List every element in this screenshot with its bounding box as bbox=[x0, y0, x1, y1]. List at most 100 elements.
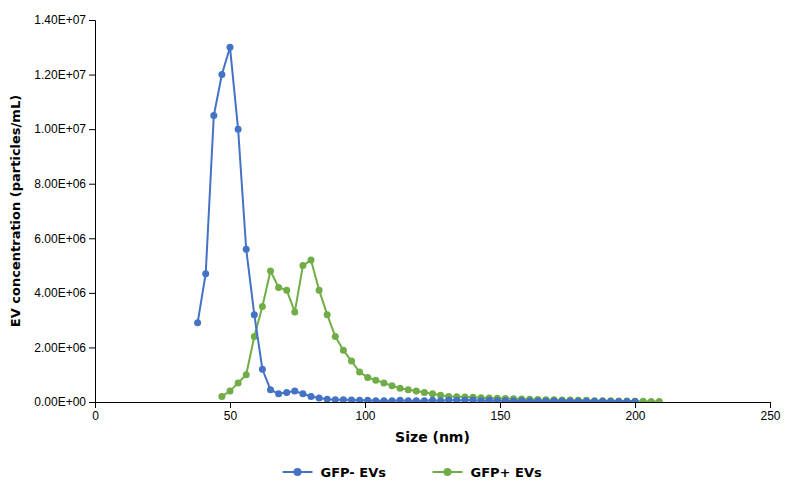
point bbox=[291, 308, 298, 315]
y-axis: 0.00E+002.00E+064.00E+066.00E+068.00E+06… bbox=[34, 13, 95, 409]
tick-label: 1.20E+07 bbox=[34, 68, 86, 82]
point bbox=[348, 397, 355, 402]
point bbox=[583, 398, 590, 402]
marks bbox=[194, 44, 663, 402]
tick: 4.00E+06 bbox=[34, 286, 95, 300]
tick: 100 bbox=[355, 402, 375, 423]
tick-mark bbox=[230, 402, 231, 408]
point bbox=[421, 397, 428, 402]
point bbox=[397, 397, 404, 402]
tick-label: 0 bbox=[92, 409, 99, 423]
point bbox=[243, 246, 250, 253]
point bbox=[656, 398, 663, 402]
point bbox=[453, 397, 460, 402]
tick: 2.00E+06 bbox=[34, 341, 95, 355]
point bbox=[210, 112, 217, 119]
point bbox=[324, 311, 331, 318]
tick: 1.00E+07 bbox=[34, 122, 95, 136]
point bbox=[640, 398, 647, 402]
point bbox=[575, 397, 582, 402]
point bbox=[421, 389, 428, 396]
tick-mark bbox=[89, 347, 95, 348]
tick-label: 150 bbox=[490, 409, 510, 423]
point bbox=[299, 262, 306, 269]
tick: 200 bbox=[625, 402, 645, 423]
tick: 1.20E+07 bbox=[34, 68, 95, 82]
line bbox=[222, 260, 659, 401]
point bbox=[542, 397, 549, 402]
x-axis: 050100150200250 bbox=[92, 402, 781, 423]
tick-label: 100 bbox=[355, 409, 375, 423]
point bbox=[243, 371, 250, 378]
point bbox=[591, 397, 598, 402]
point bbox=[380, 379, 387, 386]
point bbox=[389, 382, 396, 389]
point bbox=[218, 71, 225, 78]
tick: 250 bbox=[760, 402, 780, 423]
point bbox=[623, 397, 630, 402]
point bbox=[437, 397, 444, 402]
point bbox=[364, 374, 371, 381]
tick-label: 2.00E+06 bbox=[34, 341, 86, 355]
point bbox=[340, 347, 347, 354]
point bbox=[332, 333, 339, 340]
tick-mark bbox=[89, 184, 95, 185]
point bbox=[372, 397, 379, 402]
point bbox=[218, 393, 225, 400]
point bbox=[348, 358, 355, 365]
axis-line bbox=[89, 21, 96, 403]
point bbox=[623, 398, 630, 402]
point bbox=[632, 398, 639, 402]
point bbox=[510, 397, 517, 402]
point bbox=[235, 126, 242, 133]
point bbox=[567, 398, 574, 402]
point bbox=[332, 396, 339, 402]
tick-label: 6.00E+06 bbox=[34, 232, 86, 246]
tick: 0.00E+00 bbox=[34, 395, 95, 409]
point bbox=[470, 397, 477, 402]
tick-label: 250 bbox=[760, 409, 780, 423]
point bbox=[389, 397, 396, 402]
point bbox=[267, 268, 274, 275]
point bbox=[615, 397, 622, 402]
point bbox=[283, 389, 290, 396]
point bbox=[227, 44, 234, 51]
point bbox=[227, 388, 234, 395]
series bbox=[218, 257, 662, 402]
point bbox=[291, 388, 298, 395]
tick-mark bbox=[365, 402, 366, 408]
point bbox=[413, 388, 420, 395]
point bbox=[364, 397, 371, 402]
series bbox=[194, 44, 638, 402]
point bbox=[308, 257, 315, 264]
point bbox=[283, 287, 290, 294]
x-axis-title: Size (nm) bbox=[395, 429, 470, 445]
tick-label: 200 bbox=[625, 409, 645, 423]
point bbox=[502, 397, 509, 402]
point bbox=[259, 366, 266, 373]
plot: 0501001502002500.00E+002.00E+064.00E+066… bbox=[34, 13, 781, 422]
point bbox=[591, 398, 598, 402]
tick-mark bbox=[635, 402, 636, 408]
tick-label: 1.00E+07 bbox=[34, 122, 86, 136]
point bbox=[251, 311, 258, 318]
tick-mark bbox=[89, 129, 95, 130]
legend-label: GFP+ EVs bbox=[471, 465, 542, 480]
axis-line bbox=[96, 403, 771, 409]
point bbox=[235, 379, 242, 386]
legend-entry: GFP+ EVs bbox=[433, 465, 542, 480]
tick-label: 0.00E+00 bbox=[34, 395, 86, 409]
point bbox=[632, 398, 639, 402]
line bbox=[198, 47, 635, 401]
point bbox=[356, 368, 363, 375]
point bbox=[259, 303, 266, 310]
tick-mark bbox=[89, 20, 95, 21]
point bbox=[429, 390, 436, 397]
point bbox=[494, 397, 501, 402]
point bbox=[559, 397, 566, 402]
tick: 1.40E+07 bbox=[34, 13, 95, 27]
tick-mark bbox=[500, 402, 501, 408]
point bbox=[615, 398, 622, 402]
tick: 150 bbox=[490, 402, 510, 423]
point bbox=[397, 385, 404, 392]
